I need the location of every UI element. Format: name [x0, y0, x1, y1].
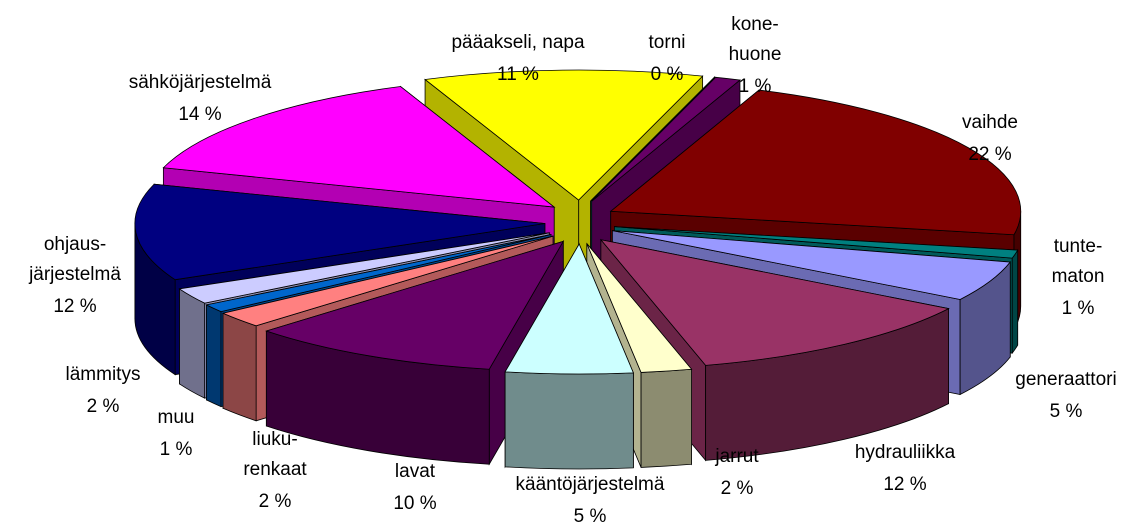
- slice: [612, 230, 1011, 300]
- slice: [586, 243, 693, 373]
- slice: [134, 183, 545, 281]
- value-label: 0 %: [651, 64, 684, 85]
- value-label: 1 %: [160, 439, 193, 460]
- slice-side: [504, 371, 634, 470]
- slice: [599, 239, 950, 366]
- value-label: 22 %: [968, 144, 1011, 165]
- value-label: 14 %: [178, 104, 221, 125]
- slice-label: vaihde: [962, 112, 1018, 133]
- slice-label: ohjaus-: [44, 234, 106, 255]
- slice-label: renkaat: [243, 459, 307, 480]
- slice-side: [179, 288, 206, 399]
- value-label: 2 %: [721, 478, 754, 499]
- slice: [591, 76, 741, 202]
- slice-label: sähköjärjestelmä: [129, 72, 272, 93]
- value-label: 11 %: [497, 64, 539, 85]
- slice-label: huone: [729, 44, 782, 65]
- slice-label: pääakseli, napa: [451, 32, 585, 53]
- slice: [424, 69, 704, 201]
- slice: [614, 226, 1019, 259]
- slice-label: tunte-: [1054, 236, 1103, 257]
- slice-side: [1011, 248, 1019, 355]
- slice: [590, 76, 715, 202]
- slice-label: muu: [158, 407, 195, 428]
- value-label: 5 %: [574, 506, 607, 527]
- slice-label: jarrut: [714, 446, 759, 467]
- slice-label: torni: [649, 32, 686, 53]
- slice: [178, 232, 550, 304]
- slice-side: [640, 368, 692, 468]
- slice-label: hydrauliikka: [855, 442, 956, 463]
- slice: [221, 235, 554, 327]
- value-label: 12 %: [53, 296, 96, 317]
- value-label: 1 %: [1062, 298, 1095, 319]
- value-label: 1 %: [739, 76, 772, 97]
- value-label: 12 %: [883, 474, 926, 495]
- slice-side: [222, 312, 257, 422]
- value-label: 2 %: [87, 396, 120, 417]
- slice: [205, 234, 552, 313]
- slice-side: [205, 304, 222, 408]
- slice-label: liuku-: [252, 429, 297, 450]
- slice: [609, 89, 1022, 236]
- value-label: 10 %: [393, 493, 436, 514]
- slice-label: lavat: [395, 461, 436, 482]
- slice: [504, 243, 634, 375]
- slice-label: kääntöjärjestelmä: [516, 474, 665, 495]
- slice: [265, 240, 565, 370]
- value-label: 5 %: [1050, 401, 1083, 422]
- slice: [162, 86, 556, 208]
- slice-label: järjestelmä: [28, 264, 121, 285]
- value-label: 2 %: [259, 491, 292, 512]
- slice-label: generaattori: [1015, 369, 1116, 390]
- slice-label: maton: [1052, 266, 1105, 287]
- slice-label: kone-: [731, 14, 779, 35]
- slice-label: lämmitys: [66, 364, 141, 385]
